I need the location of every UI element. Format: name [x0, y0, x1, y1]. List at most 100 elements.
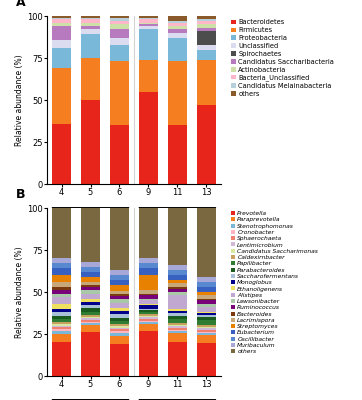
- Bar: [197, 208, 216, 277]
- Bar: [81, 332, 100, 376]
- Bar: [52, 208, 71, 258]
- Bar: [52, 264, 71, 268]
- Bar: [139, 258, 158, 264]
- Bar: [81, 302, 100, 305]
- Bar: [81, 325, 100, 332]
- Bar: [110, 300, 129, 303]
- Bar: [168, 61, 187, 125]
- Bar: [168, 30, 187, 33]
- Bar: [197, 298, 216, 300]
- Bar: [139, 312, 158, 314]
- Y-axis label: Relative abundance (%): Relative abundance (%): [15, 246, 24, 338]
- Bar: [52, 329, 71, 331]
- Bar: [197, 312, 216, 314]
- Bar: [197, 315, 216, 317]
- Bar: [139, 306, 158, 309]
- Bar: [168, 270, 187, 275]
- Bar: [81, 19, 100, 23]
- Text: B: B: [16, 188, 25, 201]
- Bar: [139, 314, 158, 316]
- Bar: [197, 295, 216, 298]
- Bar: [81, 100, 100, 184]
- Bar: [110, 284, 129, 291]
- Bar: [81, 272, 100, 277]
- Bar: [139, 319, 158, 320]
- Bar: [81, 18, 100, 19]
- Bar: [139, 309, 158, 310]
- Bar: [197, 277, 216, 282]
- Legend: Bacteroidetes, Firmicutes, Proteobacteria, Unclassified, Spirochaetes, Candidatu: Bacteroidetes, Firmicutes, Proteobacteri…: [231, 19, 334, 97]
- Bar: [110, 331, 129, 333]
- Bar: [197, 335, 216, 343]
- Bar: [197, 287, 216, 292]
- Bar: [168, 320, 187, 323]
- Bar: [139, 300, 158, 304]
- Bar: [168, 296, 187, 309]
- Bar: [52, 282, 71, 287]
- Bar: [81, 286, 100, 287]
- Bar: [168, 125, 187, 184]
- Bar: [197, 314, 216, 315]
- Bar: [81, 322, 100, 323]
- Bar: [110, 125, 129, 184]
- Bar: [110, 38, 129, 44]
- Bar: [139, 275, 158, 290]
- Bar: [168, 342, 187, 376]
- Bar: [110, 336, 129, 344]
- Bar: [81, 290, 100, 294]
- Text: Holstein: Holstein: [160, 218, 195, 226]
- Bar: [81, 267, 100, 272]
- Bar: [52, 294, 71, 297]
- Bar: [139, 290, 158, 294]
- Bar: [139, 30, 158, 60]
- Bar: [52, 258, 71, 264]
- Bar: [52, 275, 71, 282]
- Bar: [81, 315, 100, 317]
- Bar: [197, 60, 216, 105]
- Bar: [81, 208, 100, 262]
- Bar: [52, 316, 71, 319]
- Bar: [110, 296, 129, 300]
- Bar: [81, 34, 100, 58]
- Bar: [110, 21, 129, 24]
- Text: Buffalo: Buffalo: [76, 218, 105, 226]
- Bar: [168, 26, 187, 30]
- Bar: [52, 326, 71, 327]
- Bar: [197, 292, 216, 295]
- Bar: [197, 31, 216, 44]
- Bar: [110, 280, 129, 284]
- Bar: [197, 330, 216, 332]
- Bar: [168, 326, 187, 328]
- Bar: [52, 124, 71, 184]
- Bar: [139, 23, 158, 24]
- Bar: [81, 277, 100, 282]
- Bar: [168, 21, 187, 23]
- Bar: [52, 304, 71, 309]
- Bar: [81, 308, 100, 312]
- Bar: [168, 287, 187, 288]
- Bar: [81, 294, 100, 298]
- Bar: [81, 16, 100, 18]
- Bar: [197, 28, 216, 31]
- Bar: [52, 342, 71, 376]
- Bar: [139, 322, 158, 324]
- Bar: [110, 333, 129, 336]
- Bar: [197, 24, 216, 28]
- Bar: [110, 326, 129, 328]
- Bar: [197, 328, 216, 330]
- Bar: [197, 332, 216, 333]
- Bar: [139, 294, 158, 295]
- Bar: [168, 280, 187, 284]
- Bar: [139, 24, 158, 26]
- Bar: [110, 344, 129, 376]
- Bar: [168, 311, 187, 312]
- Bar: [110, 311, 129, 314]
- Bar: [168, 309, 187, 311]
- Bar: [52, 268, 71, 275]
- Bar: [197, 44, 216, 50]
- Bar: [110, 294, 129, 296]
- Bar: [168, 288, 187, 292]
- Bar: [81, 298, 100, 302]
- Bar: [110, 18, 129, 21]
- Bar: [52, 290, 71, 294]
